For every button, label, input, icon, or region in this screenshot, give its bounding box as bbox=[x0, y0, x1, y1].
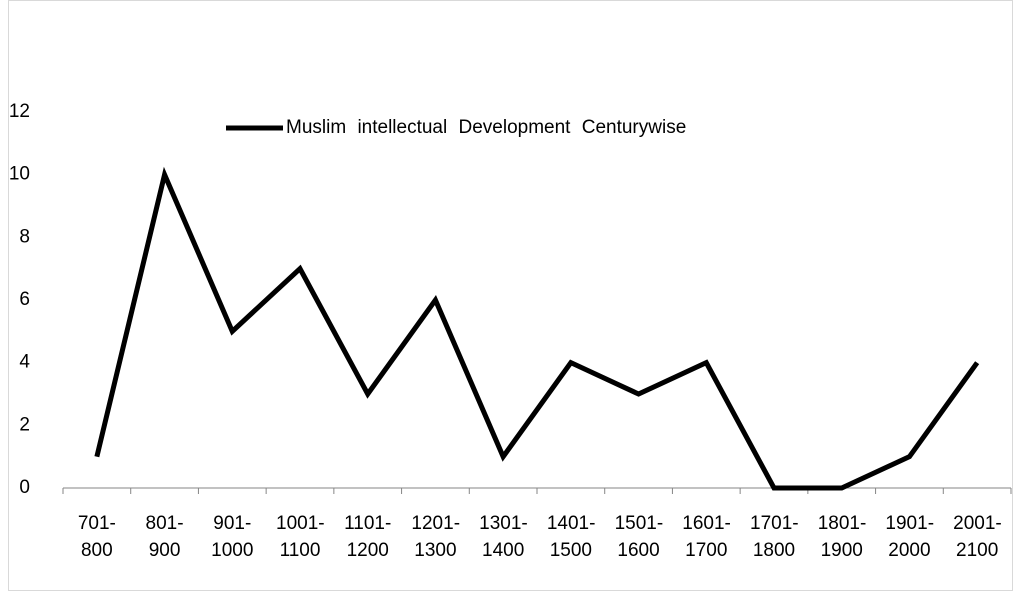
x-tick-label: 1301-1400 bbox=[479, 513, 528, 561]
x-tick-label: 1801-1900 bbox=[817, 513, 867, 561]
x-tick-label: 701-800 bbox=[77, 513, 116, 561]
chart-frame bbox=[8, 0, 1013, 591]
x-tick-label: 1501-1600 bbox=[614, 513, 664, 561]
x-tick-label: 1401-1500 bbox=[546, 513, 596, 561]
y-tick-label: 0 bbox=[19, 477, 30, 498]
y-tick-label: 6 bbox=[19, 289, 30, 310]
x-tick-label: 1901-2000 bbox=[885, 513, 935, 561]
x-tick-label: 1201-1300 bbox=[411, 513, 461, 561]
x-tick-label: 1601-1700 bbox=[682, 513, 731, 561]
y-tick-label: 4 bbox=[19, 352, 30, 373]
x-tick-label: 1101-1200 bbox=[344, 513, 392, 561]
y-tick-label: 8 bbox=[19, 226, 30, 247]
x-tick-label: 801-900 bbox=[145, 513, 184, 561]
y-tick-label: 12 bbox=[9, 101, 30, 122]
x-tick-label: 1701-1800 bbox=[750, 513, 799, 561]
y-tick-label: 2 bbox=[19, 414, 30, 435]
x-tick-label: 901-1000 bbox=[211, 513, 254, 561]
x-tick-label: 2001-2100 bbox=[953, 513, 1002, 561]
data-line bbox=[94, 166, 980, 491]
legend-label: Muslim intellectual Development Centuryw… bbox=[286, 117, 686, 138]
x-tick-label: 1001-1100 bbox=[276, 513, 325, 561]
y-tick-label: 10 bbox=[9, 164, 30, 185]
